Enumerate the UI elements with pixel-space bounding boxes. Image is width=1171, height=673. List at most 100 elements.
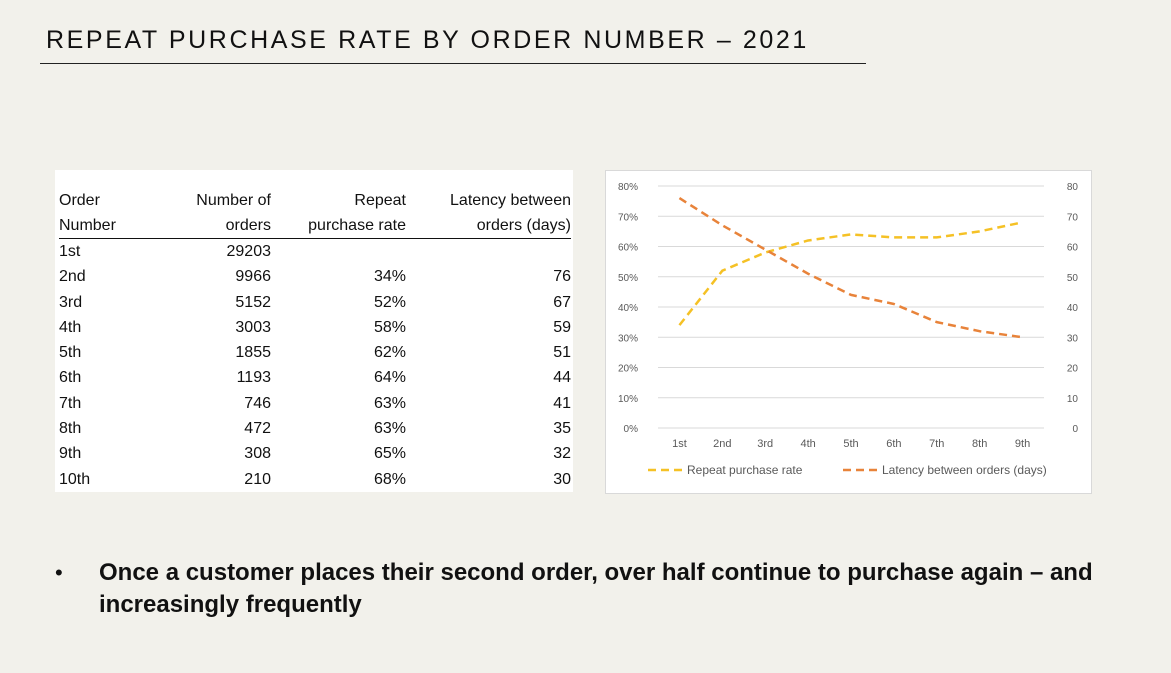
header-latency-line2: orders (days)	[476, 217, 571, 234]
series-line-1	[678, 221, 1023, 326]
legend-label: Repeat purchase rate	[687, 463, 803, 477]
left-axis-tick-label: 20%	[618, 364, 638, 375]
cell-order: 3rd	[59, 293, 83, 311]
table-row: 2nd 9966 34% 76	[59, 264, 571, 289]
right-axis-tick-label: 30	[1067, 333, 1079, 344]
cell-order: 4th	[59, 318, 82, 336]
cell-orders: 3003	[235, 318, 271, 336]
cell-latency: 76	[553, 268, 571, 286]
cell-order: 10th	[59, 470, 91, 488]
data-table: Order Number Number of orders Repeat pur…	[59, 188, 571, 492]
series-line-2	[678, 197, 1023, 339]
left-axis-tick-label: 40%	[618, 303, 638, 314]
table-header-row: Order Number Number of orders Repeat pur…	[59, 188, 571, 239]
right-axis-tick-label: 0	[1072, 424, 1078, 435]
table-row: 10th 210 68% 30	[59, 467, 571, 492]
x-axis-tick-label: 3rd	[757, 438, 773, 450]
left-axis-tick-label: 10%	[618, 394, 638, 405]
cell-latency: 59	[553, 318, 571, 336]
right-axis-tick-label: 40	[1067, 303, 1079, 314]
cell-orders: 746	[244, 394, 271, 412]
slide-title: REPEAT PURCHASE RATE BY ORDER NUMBER – 2…	[46, 26, 809, 54]
table-row: 5th 1855 62% 51	[59, 340, 571, 365]
cell-latency: 67	[553, 293, 571, 311]
header-order-line2: Number	[59, 217, 116, 234]
cell-latency: 44	[553, 369, 571, 387]
left-axis-tick-label: 60%	[618, 243, 638, 254]
x-axis-tick-label: 4th	[800, 438, 815, 450]
x-axis-tick-label: 6th	[886, 438, 901, 450]
cell-order: 6th	[59, 369, 82, 387]
bullet-marker: •	[55, 560, 63, 585]
cell-rate: 65%	[373, 445, 406, 463]
header-orders-line2: orders	[225, 217, 271, 234]
cell-orders: 29203	[226, 243, 272, 260]
right-axis-tick-label: 80	[1067, 182, 1079, 193]
x-axis-tick-label: 2nd	[713, 438, 731, 450]
cell-orders: 5152	[235, 293, 271, 311]
cell-order: 8th	[59, 420, 82, 438]
left-axis-tick-label: 70%	[618, 212, 638, 223]
table-row: 1st 29203	[59, 239, 571, 265]
header-latency-line1: Latency between	[450, 192, 571, 209]
cell-orders: 1193	[236, 369, 271, 387]
cell-order: 9th	[59, 445, 82, 463]
header-order-line1: Order	[59, 192, 100, 209]
header-repeat-rate: Repeat purchase rate	[271, 188, 406, 239]
cell-orders: 1855	[235, 344, 271, 362]
table-row: 6th 1193 64% 44	[59, 365, 571, 390]
cell-latency: 41	[553, 394, 571, 412]
header-rate-line2: purchase rate	[308, 217, 406, 234]
header-latency: Latency between orders (days)	[406, 188, 571, 239]
x-axis-tick-label: 5th	[843, 438, 858, 450]
cell-rate: 34%	[373, 268, 406, 286]
cell-order: 7th	[59, 394, 82, 412]
right-axis-tick-label: 70	[1067, 212, 1079, 223]
right-axis-tick-label: 50	[1067, 273, 1079, 284]
takeaway-text: Once a customer places their second orde…	[99, 559, 1093, 618]
cell-rate: 68%	[373, 470, 406, 488]
table-row: 8th 472 63% 35	[59, 416, 571, 441]
cell-orders: 472	[244, 420, 271, 438]
cell-orders: 308	[244, 445, 271, 463]
cell-latency: 51	[553, 344, 571, 362]
header-orders-line1: Number of	[196, 192, 271, 209]
cell-latency: 30	[553, 470, 571, 488]
header-rate-line1: Repeat	[354, 192, 406, 209]
left-axis-tick-label: 0%	[624, 424, 639, 435]
cell-rate: 52%	[373, 293, 406, 311]
table-row: 3rd 5152 52% 67	[59, 290, 571, 315]
left-axis-tick-label: 50%	[618, 273, 638, 284]
cell-rate: 63%	[373, 394, 406, 412]
cell-rate	[271, 239, 406, 265]
cell-order: 1st	[59, 243, 81, 260]
table-row: 4th 3003 58% 59	[59, 315, 571, 340]
x-axis-tick-label: 7th	[929, 438, 944, 450]
line-chart: 0% 0 10% 10 20% 20 30% 30 40% 40 50% 50 60% 60 70% 70 80…	[618, 182, 1079, 477]
cell-orders: 9966	[235, 268, 271, 286]
chart-panel: 0% 0 10% 10 20% 20 30% 30 40% 40 50% 50 60% 60 70% 70 80…	[605, 170, 1092, 494]
title-underline	[40, 63, 866, 64]
cell-latency: 32	[553, 445, 571, 463]
cell-latency	[406, 239, 571, 265]
cell-latency: 35	[553, 420, 571, 438]
table-row: 7th 746 63% 41	[59, 391, 571, 416]
cell-order: 5th	[59, 344, 82, 362]
cell-rate: 64%	[373, 369, 406, 387]
left-axis-tick-label: 80%	[618, 182, 638, 193]
header-order-number: Order Number	[59, 188, 169, 239]
right-axis-tick-label: 20	[1067, 364, 1079, 375]
cell-order: 2nd	[59, 268, 86, 286]
cell-rate: 58%	[373, 318, 406, 336]
left-axis-tick-label: 30%	[618, 333, 638, 344]
cell-rate: 63%	[373, 420, 406, 438]
x-axis-tick-label: 1st	[672, 438, 687, 450]
right-axis-tick-label: 10	[1067, 394, 1079, 405]
data-table-panel: Order Number Number of orders Repeat pur…	[55, 170, 573, 492]
right-axis-tick-label: 60	[1067, 243, 1079, 254]
legend-label: Latency between orders (days)	[882, 463, 1047, 477]
x-axis-tick-label: 9th	[1015, 438, 1030, 450]
table-row: 9th 308 65% 32	[59, 441, 571, 466]
header-number-of-orders: Number of orders	[169, 188, 271, 239]
cell-orders: 210	[244, 470, 271, 488]
